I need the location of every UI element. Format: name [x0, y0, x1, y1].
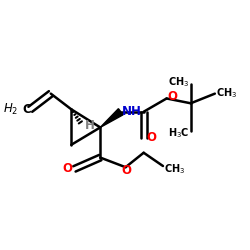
- Text: H$_3$C: H$_3$C: [168, 126, 190, 140]
- Text: O: O: [168, 90, 178, 102]
- Text: O: O: [121, 164, 131, 177]
- Polygon shape: [100, 109, 123, 128]
- Text: NH: NH: [122, 104, 141, 118]
- Text: O: O: [62, 162, 72, 175]
- Text: C: C: [22, 103, 31, 116]
- Text: O: O: [146, 131, 156, 144]
- Text: $H_2$: $H_2$: [3, 102, 18, 117]
- Text: CH$_3$: CH$_3$: [216, 86, 237, 100]
- Text: CH$_3$: CH$_3$: [168, 75, 190, 89]
- Text: H: H: [85, 119, 95, 132]
- Text: CH$_3$: CH$_3$: [164, 162, 185, 176]
